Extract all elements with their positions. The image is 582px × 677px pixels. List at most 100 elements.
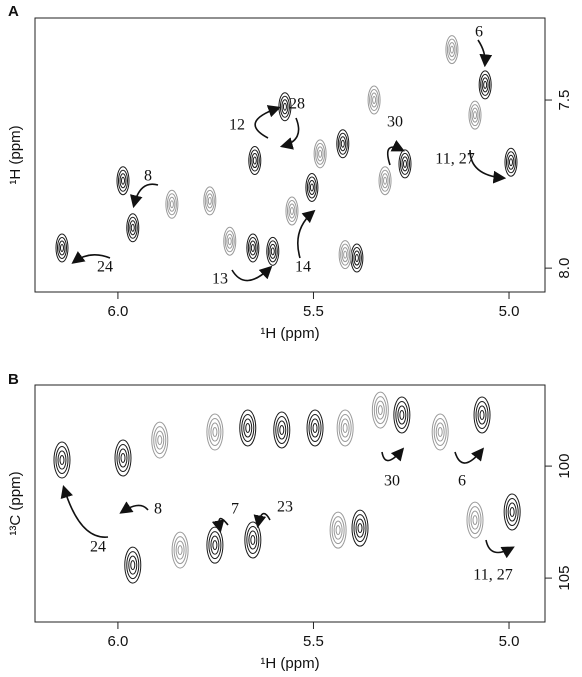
- contour: [470, 510, 480, 530]
- contour: [509, 507, 515, 518]
- contour: [399, 152, 410, 175]
- contour: [340, 418, 350, 438]
- contour: [395, 401, 409, 430]
- contour: [353, 250, 361, 266]
- peak: [367, 85, 381, 115]
- contour: [157, 435, 163, 446]
- arrow: [381, 447, 405, 462]
- contour: [247, 236, 258, 259]
- contour: [126, 213, 140, 243]
- contour: [339, 136, 347, 152]
- y-axis-label: ¹H (ppm): [7, 125, 24, 184]
- contour: [151, 421, 169, 459]
- contour: [479, 410, 485, 421]
- x-tick-label: 5.5: [303, 303, 324, 320]
- contour: [308, 179, 316, 195]
- contour: [471, 107, 479, 123]
- contour: [128, 555, 138, 575]
- contour: [243, 418, 253, 438]
- contour: [354, 254, 359, 263]
- contour: [401, 156, 409, 172]
- contour: [378, 166, 392, 196]
- contour: [336, 409, 354, 447]
- x-tick-label: 5.0: [499, 303, 520, 320]
- contour: [288, 203, 296, 219]
- contour: [446, 38, 457, 61]
- contour: [206, 413, 224, 451]
- contour: [120, 176, 125, 185]
- contour: [173, 536, 187, 565]
- arrow: [297, 209, 316, 259]
- peak: [55, 233, 69, 263]
- contour: [305, 172, 319, 202]
- y-tick-label: 105: [556, 566, 573, 591]
- peak: [371, 391, 389, 429]
- contour: [269, 243, 277, 259]
- x-tick-label: 6.0: [107, 633, 128, 650]
- contour: [207, 196, 212, 205]
- contour: [431, 413, 449, 451]
- contour: [252, 156, 257, 165]
- contour: [393, 396, 411, 434]
- peak-annotation: 23: [277, 499, 293, 516]
- peak: [126, 213, 140, 243]
- peak-annotation: 11, 27: [473, 567, 512, 584]
- contour: [473, 396, 491, 434]
- peak: [203, 186, 217, 216]
- y-axis-label: ¹³C (ppm): [7, 471, 24, 535]
- peak: [306, 409, 324, 447]
- contour: [210, 535, 220, 555]
- contour: [355, 518, 365, 538]
- contour: [285, 196, 299, 226]
- arrow: [231, 265, 273, 282]
- peak: [151, 421, 169, 459]
- contour: [507, 502, 517, 522]
- contour: [286, 199, 297, 222]
- contour: [315, 142, 326, 165]
- peak: [338, 240, 352, 270]
- peak-annotation: 6: [458, 473, 466, 490]
- arrow: [469, 149, 507, 184]
- contour: [435, 422, 445, 442]
- contour: [248, 146, 262, 176]
- contour: [275, 416, 289, 445]
- peak: [239, 409, 257, 447]
- x-axis-label: ¹H (ppm): [260, 655, 319, 672]
- peak: [124, 546, 142, 584]
- contour: [336, 129, 350, 159]
- peak: [165, 189, 179, 219]
- arrow: [130, 183, 159, 209]
- peak: [466, 501, 484, 539]
- contour: [340, 243, 351, 266]
- arrow: [477, 39, 493, 68]
- contour: [449, 45, 454, 54]
- peak: [445, 35, 459, 65]
- contour: [306, 409, 324, 447]
- contour: [466, 501, 484, 539]
- peak: [504, 147, 518, 177]
- contour: [398, 149, 412, 179]
- contour: [278, 92, 292, 122]
- contour: [373, 396, 387, 425]
- contour: [313, 139, 327, 169]
- contour: [478, 70, 492, 100]
- contour: [306, 176, 317, 199]
- contour: [244, 521, 262, 559]
- contour: [169, 200, 174, 209]
- contour: [239, 409, 257, 447]
- contour: [282, 102, 287, 111]
- contour: [114, 439, 132, 477]
- contour: [335, 525, 341, 536]
- y-tick-label: 8.0: [556, 258, 573, 279]
- peak: [398, 149, 412, 179]
- contour: [59, 243, 64, 252]
- contour: [445, 35, 459, 65]
- peak-annotation: 13: [212, 271, 228, 288]
- peak: [378, 166, 392, 196]
- contour: [279, 95, 290, 118]
- arrow: [386, 139, 405, 166]
- x-tick-label: 6.0: [107, 303, 128, 320]
- arrow: [119, 501, 149, 514]
- peak-annotation: 24: [97, 259, 113, 276]
- x-tick-label: 5.5: [303, 633, 324, 650]
